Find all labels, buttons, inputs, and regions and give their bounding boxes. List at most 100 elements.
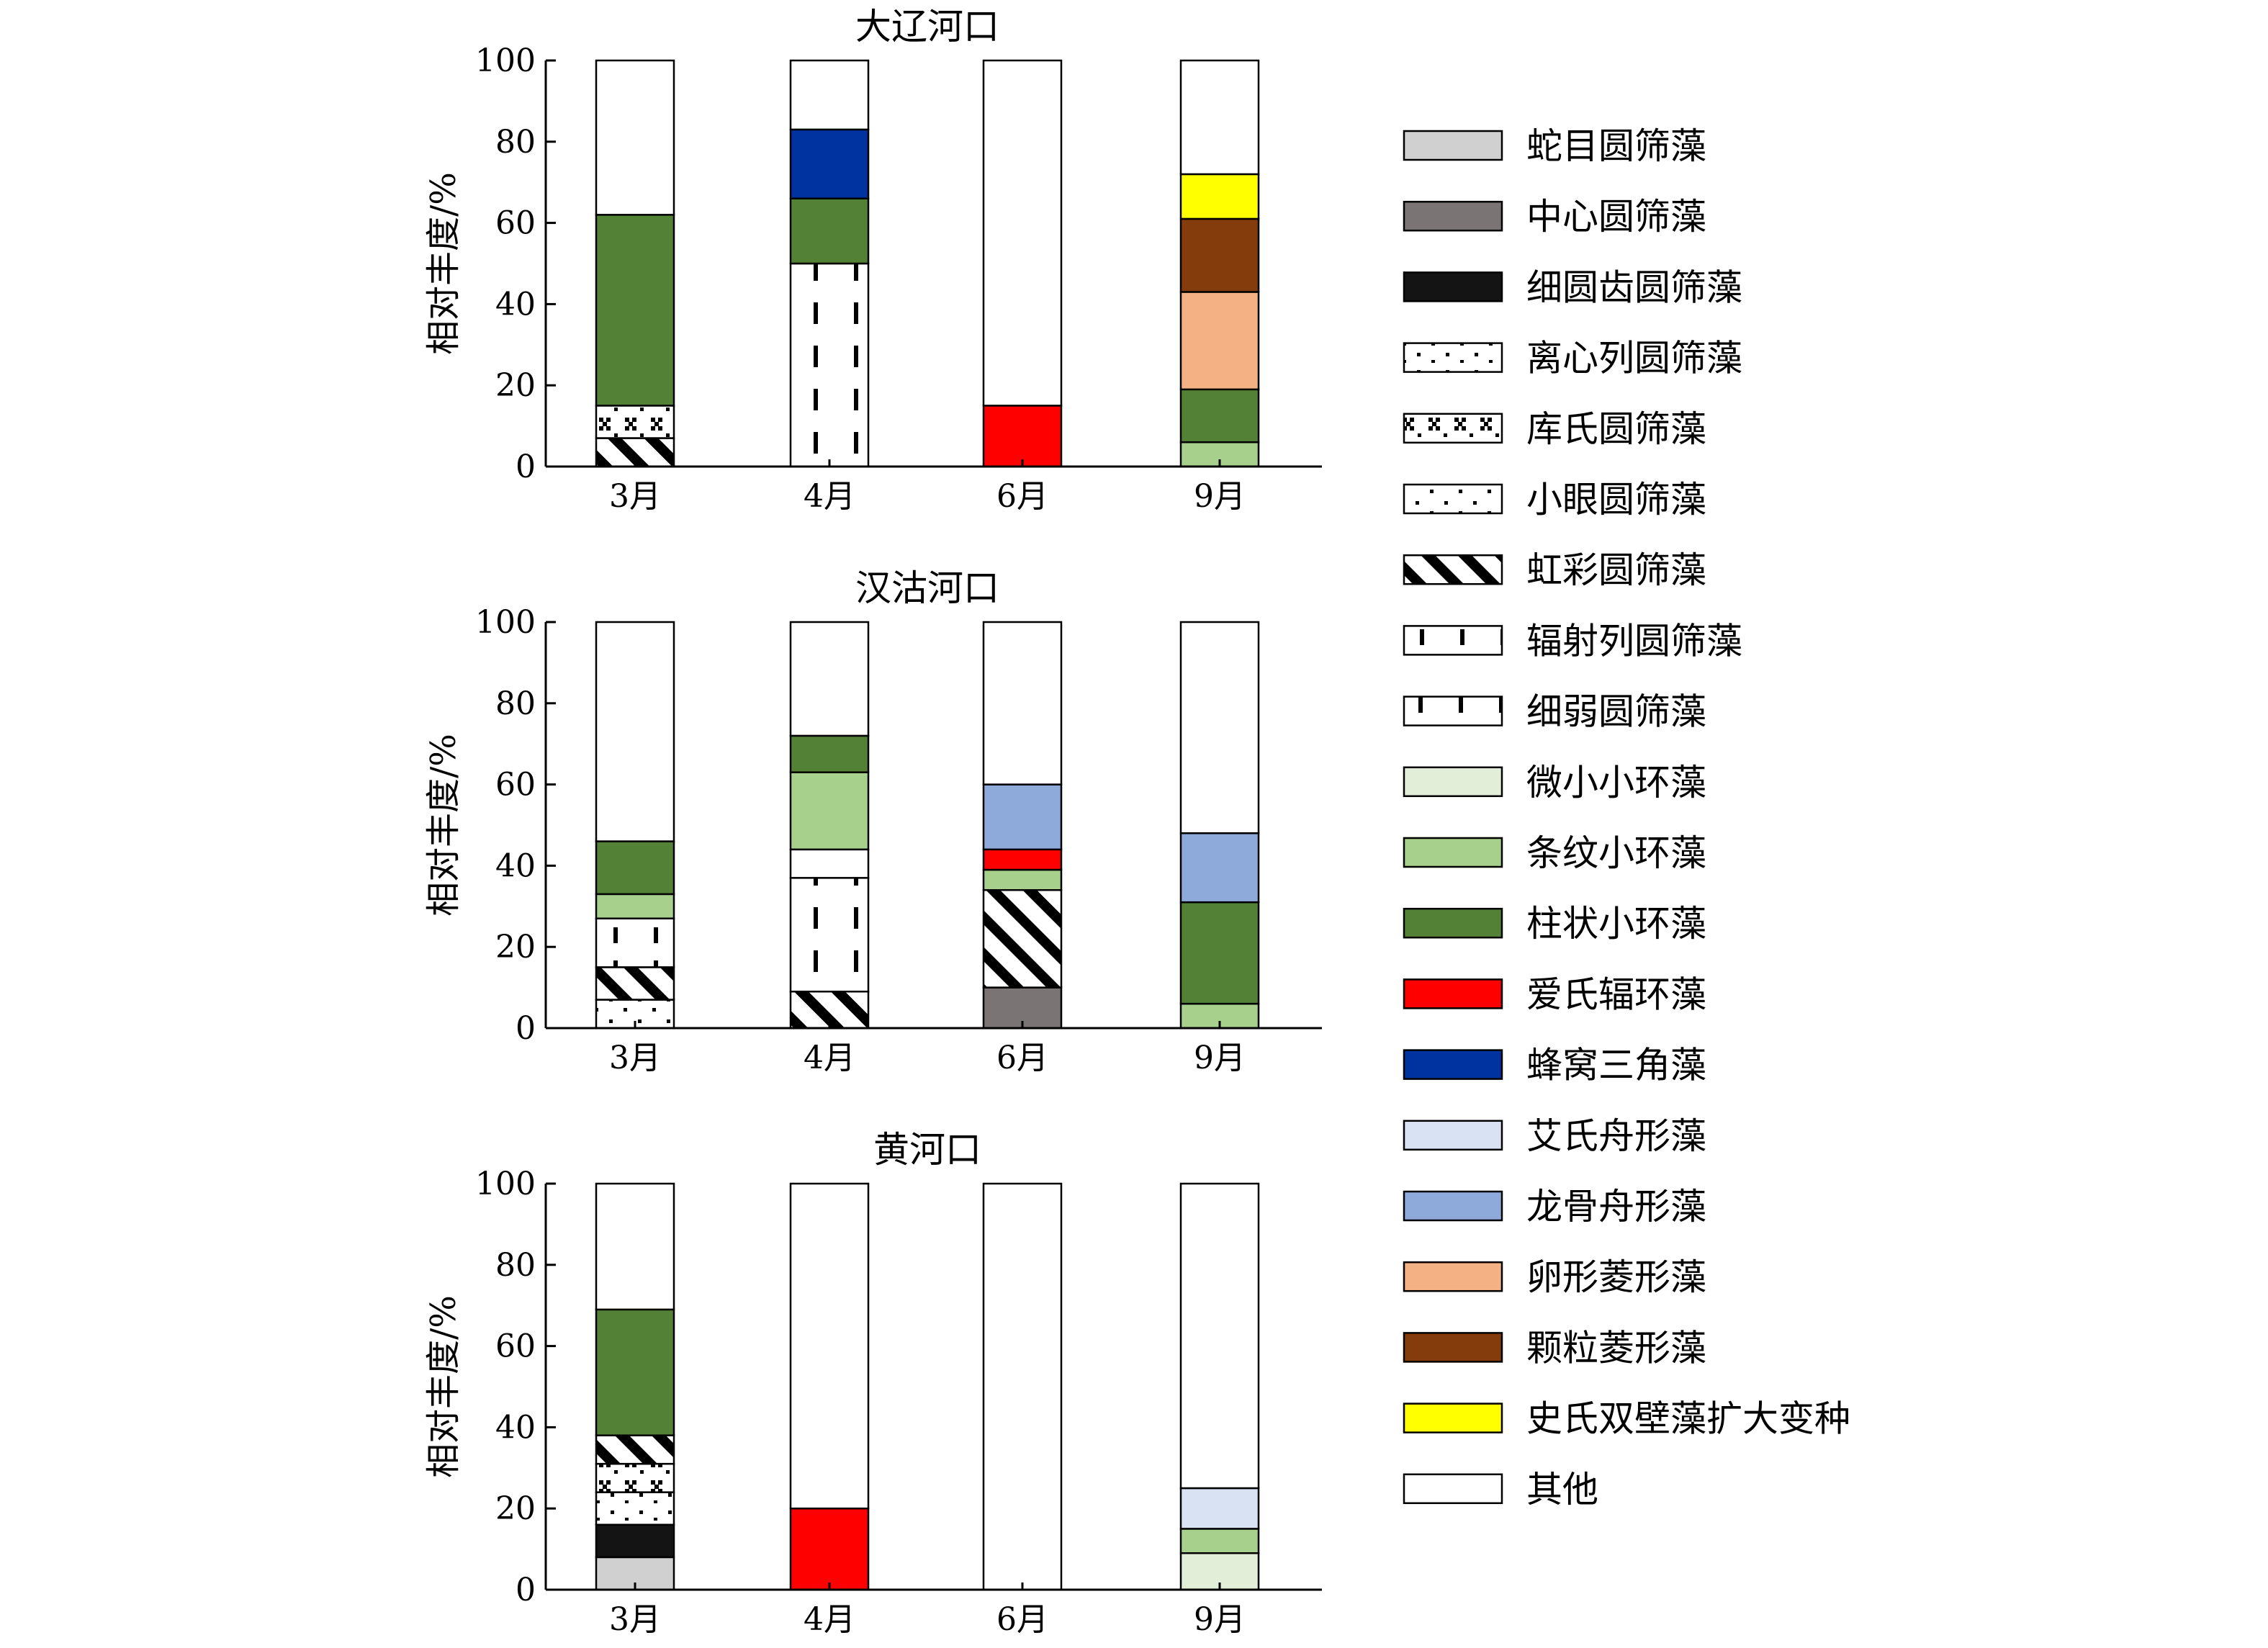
- x-tick-label: 3月: [609, 478, 661, 515]
- bar-2: [789, 1182, 870, 1591]
- y-tick-label: 100: [475, 42, 536, 79]
- legend-label: 中心圆筛藻: [1526, 196, 1706, 238]
- bar-segment: [789, 848, 870, 879]
- x-tick-label: 6月: [996, 1040, 1048, 1076]
- legend-swatch: [1403, 695, 1503, 726]
- y-axis-label: 相对丰度/%: [423, 1295, 464, 1478]
- bar-segment: [595, 621, 675, 842]
- bar-segment: [1179, 217, 1260, 293]
- legend-entry: 虹彩圆筛藻: [1403, 549, 1706, 591]
- bar-segment: [1179, 1528, 1260, 1554]
- bar-4: [1179, 59, 1260, 468]
- bar-segment: [789, 621, 870, 737]
- legend-entry: 柱状小环藻: [1403, 903, 1706, 945]
- bar-2: [789, 621, 870, 1030]
- bar-segment: [789, 1507, 870, 1591]
- bar-segment: [1179, 832, 1260, 904]
- legend-swatch: [1403, 1049, 1503, 1080]
- legend-entry: 库氏圆筛藻: [1403, 408, 1706, 450]
- bar-1: [595, 621, 675, 1030]
- legend-label: 离心列圆筛藻: [1526, 338, 1742, 379]
- x-tick-label: 9月: [1194, 1040, 1246, 1076]
- bar-4: [1179, 621, 1260, 1030]
- bar-segment: [789, 734, 870, 773]
- y-tick-label: 80: [495, 1247, 536, 1284]
- bar-3: [982, 59, 1063, 468]
- legend-label: 龙骨舟形藻: [1526, 1186, 1706, 1228]
- bar-segment: [595, 214, 675, 407]
- legend-label: 卵形菱形藻: [1526, 1256, 1706, 1298]
- legend-swatch: [1403, 837, 1503, 868]
- legend-entry: 爱氏辐环藻: [1403, 973, 1706, 1015]
- y-tick-label: 20: [495, 929, 536, 965]
- legend-entry: 史氏双壁藻扩大变种: [1403, 1398, 1850, 1440]
- x-tick-label: 6月: [996, 1601, 1048, 1638]
- legend-swatch: [1403, 907, 1503, 939]
- legend-label: 柱状小环藻: [1526, 903, 1706, 945]
- bar-1: [595, 59, 675, 468]
- legend-label: 史氏双壁藻扩大变种: [1526, 1398, 1850, 1440]
- legend-entry: 中心圆筛藻: [1403, 196, 1706, 238]
- legend: 蛇目圆筛藻中心圆筛藻细圆齿圆筛藻离心列圆筛藻库氏圆筛藻小眼圆筛藻虹彩圆筛藻辐射列…: [1403, 125, 1850, 1510]
- x-tick-label: 3月: [609, 1601, 661, 1638]
- bar-segment: [982, 405, 1063, 468]
- legend-entry: 微小小环藻: [1403, 762, 1706, 803]
- legend-label: 颗粒菱形藻: [1526, 1327, 1706, 1369]
- bar-segment: [789, 1182, 870, 1510]
- legend-swatch: [1403, 271, 1503, 302]
- x-tick-label: 9月: [1194, 1601, 1246, 1638]
- y-tick-label: 0: [516, 449, 536, 485]
- bar-segment: [789, 59, 870, 131]
- y-tick-label: 20: [495, 367, 536, 404]
- y-tick-label: 60: [495, 767, 536, 803]
- legend-label: 小眼圆筛藻: [1526, 479, 1706, 521]
- y-tick-label: 40: [495, 286, 536, 323]
- legend-entry: 蜂窝三角藻: [1403, 1045, 1706, 1086]
- y-tick-label: 0: [516, 1572, 536, 1608]
- legend-swatch: [1403, 1332, 1503, 1363]
- bar-4: [1179, 1182, 1260, 1591]
- y-tick-label: 40: [495, 1409, 536, 1446]
- legend-entry: 细圆齿圆筛藻: [1403, 266, 1742, 308]
- bar-segment: [595, 893, 675, 919]
- legend-label: 辐射列圆筛藻: [1526, 620, 1742, 662]
- x-tick-label: 4月: [804, 1601, 855, 1638]
- bar-segment: [982, 621, 1063, 785]
- x-tick-label: 4月: [804, 1040, 855, 1076]
- legend-swatch: [1403, 1120, 1503, 1151]
- x-tick-label: 4月: [804, 478, 855, 515]
- legend-label: 细圆齿圆筛藻: [1526, 266, 1742, 308]
- bar-1: [595, 1182, 675, 1591]
- y-tick-label: 60: [495, 205, 536, 242]
- legend-entry: 条纹小环藻: [1403, 832, 1706, 874]
- bar-segment: [789, 877, 870, 993]
- bar-segment: [595, 917, 675, 968]
- bar-segment: [1179, 621, 1260, 834]
- chart-title: 大辽河口: [855, 6, 999, 48]
- bar-2: [789, 59, 870, 468]
- legend-label: 条纹小环藻: [1526, 832, 1706, 874]
- legend-entry: 颗粒菱形藻: [1403, 1327, 1706, 1369]
- y-axis-label: 相对丰度/%: [423, 734, 464, 917]
- x-tick-label: 9月: [1194, 478, 1246, 515]
- legend-label: 细弱圆筛藻: [1526, 691, 1706, 733]
- bar-3: [982, 621, 1063, 1030]
- legend-entry: 卵形菱形藻: [1403, 1256, 1706, 1298]
- legend-entry: 龙骨舟形藻: [1403, 1186, 1706, 1228]
- legend-label: 蛇目圆筛藻: [1526, 125, 1706, 167]
- legend-label: 爱氏辐环藻: [1526, 973, 1706, 1015]
- bar-segment: [982, 1182, 1063, 1591]
- y-tick-label: 100: [475, 604, 536, 641]
- legend-swatch: [1403, 413, 1503, 444]
- legend-entry: 艾氏舟形藻: [1403, 1115, 1706, 1157]
- bar-3: [982, 1182, 1063, 1591]
- legend-swatch: [1403, 1261, 1503, 1292]
- chart-title: 汉沽河口: [855, 567, 999, 609]
- legend-label: 艾氏舟形藻: [1526, 1115, 1706, 1157]
- legend-entry: 蛇目圆筛藻: [1403, 125, 1706, 167]
- bar-segment: [789, 197, 870, 265]
- bar-segment: [1179, 1182, 1260, 1490]
- bar-segment: [982, 888, 1063, 989]
